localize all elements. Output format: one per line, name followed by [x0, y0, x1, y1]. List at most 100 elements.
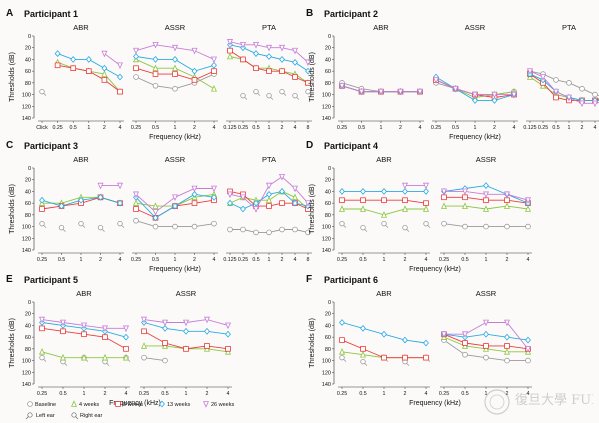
subplot-title: ASSR	[465, 23, 486, 32]
point-w26	[116, 182, 124, 190]
x-tick-label: 0.5	[359, 391, 366, 397]
point-w8	[172, 71, 178, 77]
point-w13	[152, 214, 159, 222]
x-tick-label: 0.25	[337, 257, 347, 263]
point-w13	[360, 188, 366, 195]
point-w13	[360, 324, 366, 332]
x-tick-label: 0.5	[461, 391, 468, 397]
no-response-baseline	[58, 224, 65, 231]
point-w8	[339, 337, 345, 343]
subplot-D-ASSR: ASSR 0.25 0.5 1 2 4	[439, 155, 532, 263]
x-tick-label: 4	[213, 125, 216, 131]
point-baseline	[152, 223, 159, 230]
point-w13	[292, 199, 298, 207]
point-w26	[278, 44, 286, 52]
point-baseline	[305, 229, 311, 236]
x-tick-label: Click	[36, 125, 48, 131]
y-tick-label: 80	[25, 81, 31, 87]
point-w13	[123, 333, 129, 341]
x-tick-label: 0.25	[37, 257, 47, 263]
subplot-C-PTA: PTA 0.125 0.25 0.5 1 2 4 8	[223, 155, 312, 263]
legend-marker-baseline	[27, 401, 33, 407]
point-baseline	[504, 223, 510, 230]
point-w8	[227, 47, 233, 54]
ear-label-1: Right ear	[80, 413, 102, 419]
panel-letter-C: C	[6, 140, 13, 151]
point-w26	[401, 182, 409, 190]
x-tick-label: 0.25	[37, 391, 47, 397]
y-tick-label: 0	[28, 34, 31, 40]
x-tick-label: 2	[193, 125, 196, 131]
point-w13	[172, 56, 178, 63]
point-w13	[381, 188, 387, 195]
point-w26	[482, 319, 490, 327]
y-tick-label: 140	[22, 248, 31, 254]
point-w4	[80, 353, 88, 361]
point-w13	[204, 327, 210, 335]
point-w26	[526, 68, 534, 75]
point-w4	[132, 199, 140, 206]
subplot-D-ABR: ABR 0.25 0.5 1 2 4	[337, 155, 431, 263]
panel-letter-F: F	[306, 274, 312, 285]
point-w13	[85, 56, 92, 63]
no-response-baseline	[39, 88, 45, 95]
no-response-baseline-tail	[82, 224, 86, 228]
point-w8	[81, 331, 87, 338]
point-baseline	[504, 357, 510, 364]
point-w26	[291, 185, 299, 193]
point-w4	[152, 64, 159, 72]
x-tick-label: 2	[193, 257, 196, 263]
y-tick-label: 140	[322, 382, 331, 388]
legend-label-w8: 8 weeks	[123, 402, 143, 408]
point-w13	[402, 188, 408, 195]
panel-title-D: Participant 4	[324, 141, 378, 151]
point-baseline	[172, 85, 178, 92]
y-tick-label: 20	[325, 178, 331, 184]
point-w4	[359, 350, 367, 358]
point-w8	[279, 200, 285, 206]
point-w26	[471, 91, 479, 99]
legend-label-w4: 4 weeks	[79, 402, 99, 408]
subplot-B-ABR: ABR 0.25 0.5 1 2 4	[337, 23, 424, 131]
point-w26	[239, 41, 247, 49]
point-w13	[266, 53, 272, 60]
x-tick-label: 0.25	[139, 391, 149, 397]
point-w26	[132, 47, 140, 55]
point-w26	[304, 59, 312, 67]
point-w8	[123, 346, 129, 352]
ear-symbol-1	[71, 412, 77, 418]
y-tick-label: 40	[325, 57, 331, 63]
point-w8	[39, 325, 45, 332]
x-tick-label: 0.5	[252, 257, 259, 263]
point-w26	[291, 47, 299, 55]
x-tick-label: 4	[527, 257, 530, 263]
ear-label-0: Left ear	[36, 413, 55, 419]
point-w8	[553, 94, 559, 101]
point-w26	[461, 331, 469, 338]
point-w26	[191, 47, 198, 55]
point-w26	[552, 88, 560, 96]
point-w13	[483, 330, 489, 338]
subplot-title: PTA	[262, 23, 276, 32]
y-tick-label: 120	[22, 370, 31, 376]
no-response-baseline	[381, 220, 387, 227]
no-response-baseline	[39, 354, 45, 361]
point-w8	[86, 68, 92, 74]
point-w26	[161, 319, 169, 327]
y-tick-label: 100	[22, 359, 31, 365]
point-w8	[39, 206, 45, 212]
point-w8	[402, 197, 408, 204]
x-tick-label: 2	[581, 125, 584, 131]
y-tick-label: 120	[22, 104, 31, 110]
subplot-F-ABR: ABR 0.25 0.5 1 2 4	[337, 289, 431, 397]
point-w4	[503, 202, 511, 209]
subplot-title: ASSR	[176, 289, 197, 298]
no-response-baseline-tail	[309, 92, 313, 96]
point-w26	[97, 182, 104, 190]
point-w8	[441, 194, 447, 201]
x-tick-label: 0.25	[538, 125, 548, 131]
